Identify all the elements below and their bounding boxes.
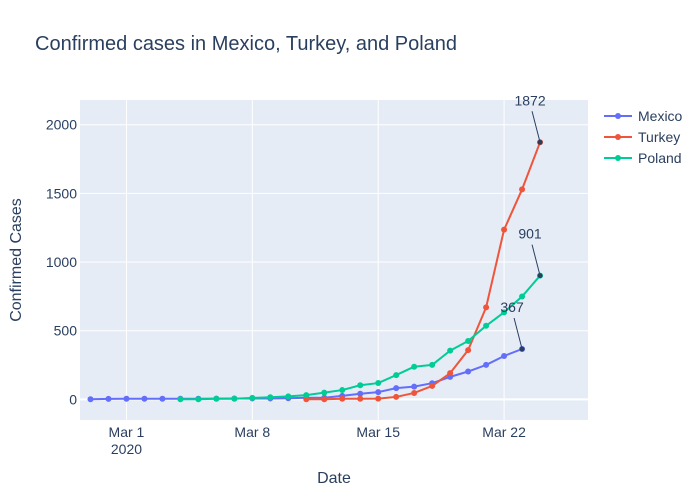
data-point-mexico [483,361,490,368]
annotation-arrow [513,317,523,350]
y-axis-title: Confirmed Cases [8,198,25,322]
data-point-poland [321,389,328,396]
data-point-turkey [483,304,490,311]
legend-marker-poland [615,155,621,161]
data-point-poland [249,394,256,401]
data-point-poland [195,396,202,403]
annotation-label: 901 [518,226,542,242]
data-point-turkey [357,395,364,402]
data-point-mexico [159,395,166,402]
series-poland [177,272,544,403]
data-point-turkey [465,347,472,354]
data-point-poland [177,396,184,403]
x-axis-title: Date [317,470,351,487]
data-point-poland [429,361,436,368]
legend-item-mexico[interactable]: Mexico [604,108,683,124]
legend-item-turkey[interactable]: Turkey [604,129,680,145]
data-point-turkey [321,396,328,403]
data-point-mexico [357,390,364,397]
annotation-label: 367 [500,299,524,315]
y-tick-label: 1500 [46,185,77,201]
data-point-poland [231,395,238,402]
x-tick-label: Mar 1 [109,424,145,440]
data-point-mexico [87,396,94,403]
annotations: 1872 901 367 [500,92,546,352]
legend-label-mexico: Mexico [638,108,683,124]
y-tick-label: 500 [54,323,78,339]
data-point-poland [411,363,418,370]
legend-label-turkey: Turkey [638,129,680,145]
data-point-turkey [519,186,526,193]
plot-area [80,100,588,420]
annotation-arrow [531,244,541,276]
data-point-poland [393,372,400,379]
data-point-poland [357,382,364,389]
data-point-mexico [393,385,400,392]
legend-marker-turkey [615,134,621,140]
data-point-turkey [447,370,454,377]
data-point-mexico [141,395,148,402]
data-point-turkey [303,396,310,403]
data-point-poland [285,393,292,400]
y-tick-label: 1000 [46,254,77,270]
chart-title: Confirmed cases in Mexico, Turkey, and P… [35,33,457,55]
y-tick-label: 0 [69,391,77,407]
data-point-mexico [501,353,508,359]
data-point-turkey [393,393,400,400]
data-point-poland [519,293,526,300]
annotation-label: 1872 [514,92,545,108]
x-tick-sublabel: 2020 [111,441,142,457]
legend-marker-mexico [615,113,621,119]
data-point-turkey [411,389,418,396]
legend[interactable]: Mexico Turkey Poland [604,108,683,166]
legend-item-poland[interactable]: Poland [604,150,682,166]
legend-label-poland: Poland [638,150,682,166]
y-axis-ticks: 0 500 1000 1500 2000 [46,117,77,408]
data-point-poland [465,338,472,345]
data-point-poland [501,309,508,316]
data-point-poland [339,387,346,394]
data-point-mexico [123,395,130,402]
data-point-turkey [429,382,436,389]
data-point-poland [267,394,274,401]
data-point-poland [447,347,454,354]
data-point-poland [213,395,220,402]
annotation-marker [537,139,543,145]
data-point-poland [483,322,490,329]
data-point-turkey [375,395,382,402]
x-tick-label: Mar 15 [356,424,400,440]
annotation-marker [519,346,525,352]
x-tick-label: Mar 8 [234,424,270,440]
data-point-mexico [465,368,472,375]
x-tick-label: Mar 22 [482,424,526,440]
data-point-poland [303,392,310,399]
data-point-turkey [339,395,346,402]
annotation-arrow [531,111,541,143]
data-point-poland [375,380,382,387]
y-tick-label: 2000 [46,117,77,133]
data-point-mexico [105,395,112,402]
data-point-mexico [375,389,382,396]
data-point-turkey [501,226,508,233]
annotation-marker [537,273,543,279]
data-point-mexico [411,383,418,390]
